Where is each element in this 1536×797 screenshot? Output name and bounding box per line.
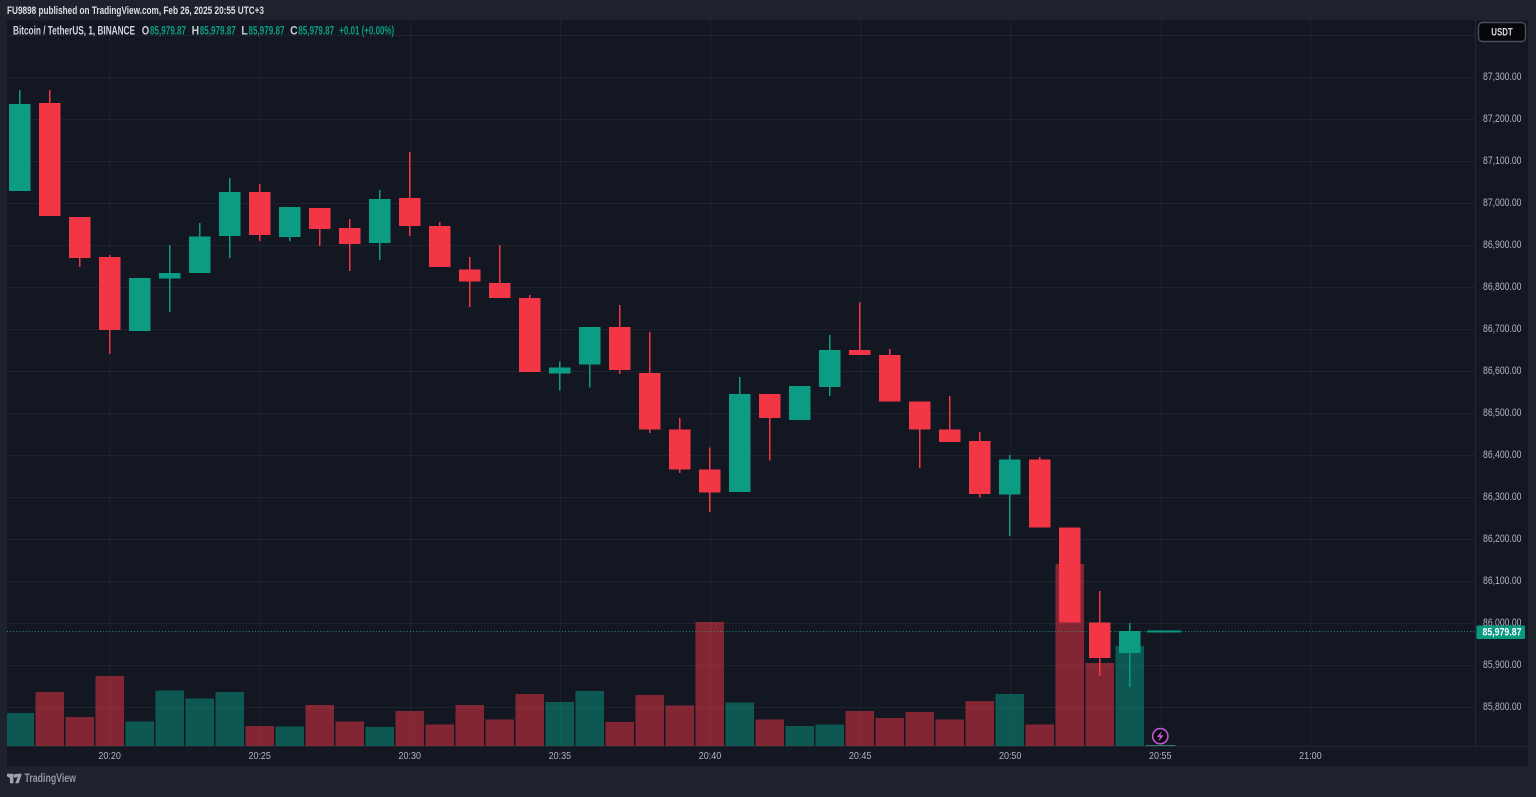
svg-text:20:40: 20:40 (699, 750, 722, 762)
svg-text:L: L (241, 25, 248, 37)
svg-text:20:50: 20:50 (999, 750, 1022, 762)
svg-text:85,979.87: 85,979.87 (150, 25, 186, 37)
svg-text:85,979.87: 85,979.87 (298, 25, 334, 37)
svg-text:20:30: 20:30 (399, 750, 422, 762)
svg-text:FU9898 published on TradingVie: FU9898 published on TradingView.com, Feb… (7, 5, 264, 17)
svg-text:H: H (192, 25, 200, 37)
svg-text:86,900.00: 86,900.00 (1483, 239, 1522, 251)
svg-text:20:35: 20:35 (549, 750, 572, 762)
svg-text:86,700.00: 86,700.00 (1483, 323, 1522, 335)
svg-text:Bitcoin / TetherUS, 1, BINANCE: Bitcoin / TetherUS, 1, BINANCE (13, 25, 135, 37)
svg-text:USDT: USDT (1491, 27, 1513, 39)
svg-text:20:25: 20:25 (248, 750, 271, 762)
svg-text:85,900.00: 85,900.00 (1483, 659, 1522, 671)
svg-text:C: C (290, 25, 298, 37)
svg-text:20:45: 20:45 (849, 750, 872, 762)
svg-text:+0.01 (+0.00%): +0.01 (+0.00%) (339, 25, 394, 37)
svg-text:20:20: 20:20 (98, 750, 121, 762)
svg-text:86,800.00: 86,800.00 (1483, 281, 1522, 293)
svg-text:86,300.00: 86,300.00 (1483, 491, 1522, 503)
svg-text:O: O (142, 25, 150, 37)
svg-text:86,400.00: 86,400.00 (1483, 449, 1522, 461)
svg-text:87,100.00: 87,100.00 (1483, 155, 1522, 167)
svg-text:85,979.87: 85,979.87 (200, 25, 236, 37)
svg-text:21:00: 21:00 (1299, 750, 1322, 762)
svg-text:87,000.00: 87,000.00 (1483, 197, 1522, 209)
svg-text:86,600.00: 86,600.00 (1483, 365, 1522, 377)
svg-text:85,979.87: 85,979.87 (249, 25, 285, 37)
svg-text:86,200.00: 86,200.00 (1483, 533, 1522, 545)
svg-text:87,200.00: 87,200.00 (1483, 113, 1522, 125)
svg-text:20:55: 20:55 (1149, 750, 1172, 762)
svg-text:85,800.00: 85,800.00 (1483, 701, 1522, 713)
svg-text:86,500.00: 86,500.00 (1483, 407, 1522, 419)
svg-text:87,300.00: 87,300.00 (1483, 71, 1522, 83)
svg-text:TradingView: TradingView (25, 773, 77, 785)
svg-text:85,979.87: 85,979.87 (1483, 627, 1522, 639)
svg-text:86,100.00: 86,100.00 (1483, 575, 1522, 587)
